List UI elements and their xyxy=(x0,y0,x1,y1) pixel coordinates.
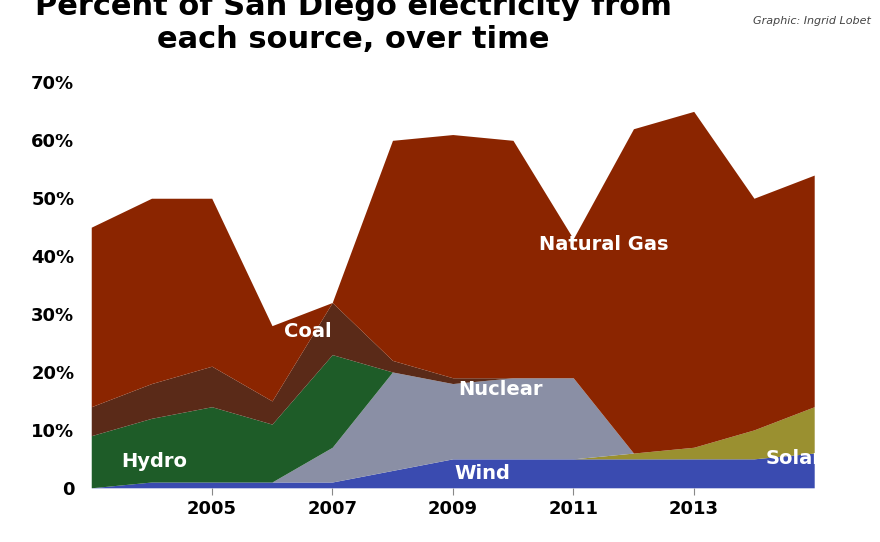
Text: Wind: Wind xyxy=(455,464,510,483)
Text: Solar: Solar xyxy=(766,449,823,468)
Text: Natural Gas: Natural Gas xyxy=(539,235,668,254)
Text: Coal: Coal xyxy=(284,322,332,341)
Title: Percent of San Diego electricity from
each source, over time: Percent of San Diego electricity from ea… xyxy=(35,0,671,54)
Text: Graphic: Ingrid Lobet: Graphic: Ingrid Lobet xyxy=(753,16,871,26)
Text: Nuclear: Nuclear xyxy=(458,380,543,399)
Text: Hydro: Hydro xyxy=(121,452,187,471)
